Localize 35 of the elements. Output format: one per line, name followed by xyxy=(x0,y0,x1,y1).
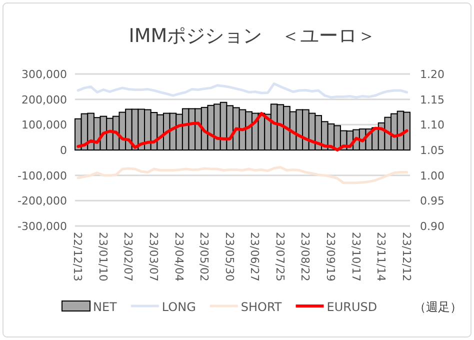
y2-tick-label: 1.20 xyxy=(420,68,444,81)
x-tick-label: 23/07/25 xyxy=(273,232,286,282)
y-tick-label: 300,000 xyxy=(22,68,67,81)
x-tick-label: 23/04/04 xyxy=(172,232,186,282)
bar xyxy=(403,112,410,150)
x-tick-label: 23/12/12 xyxy=(400,232,413,282)
y2-tick-label: 1.10 xyxy=(420,118,444,132)
y-tick-label: 0 xyxy=(60,144,67,157)
x-tick-label: 23/05/02 xyxy=(198,232,211,282)
x-tick-label: 22/12/13 xyxy=(71,232,84,282)
x-tick-label: 23/05/30 xyxy=(222,232,236,282)
y2-tick-label: 0.95 xyxy=(420,194,444,208)
x-tick-label: 23/01/10 xyxy=(96,232,110,282)
y-tick-label: 200,000 xyxy=(22,93,67,106)
legend-label: SHORT xyxy=(240,300,282,314)
legend-label: NET xyxy=(93,300,118,314)
x-tick-label: 23/08/22 xyxy=(298,232,312,282)
x-tick-label: 23/11/14 xyxy=(374,232,388,282)
y2-tick-label: 0.90 xyxy=(420,220,444,233)
y-tick-label: -200,000 xyxy=(18,194,67,208)
x-tick-label: 23/10/17 xyxy=(349,232,362,282)
text: （週足） xyxy=(414,300,462,314)
y2-tick-label: 1.05 xyxy=(420,144,444,157)
x-tick-label: 23/02/07 xyxy=(122,232,135,282)
y2-tick-label: 1.15 xyxy=(420,93,444,106)
y-tick-label: -100,000 xyxy=(18,169,67,182)
chart-title: IMMポジション ＜ユーロ＞ xyxy=(128,25,376,47)
legend-label: EURUSD xyxy=(326,300,378,314)
x-tick-label: 23/09/19 xyxy=(324,232,337,282)
legend-label: LONG xyxy=(162,300,196,314)
y2-tick-label: 1.00 xyxy=(420,169,444,182)
y-tick-label: 100,000 xyxy=(22,118,67,132)
y-tick-label: -300,000 xyxy=(18,220,67,233)
x-tick-label: 23/03/07 xyxy=(147,232,160,282)
x-tick-label: 23/06/27 xyxy=(248,232,262,282)
